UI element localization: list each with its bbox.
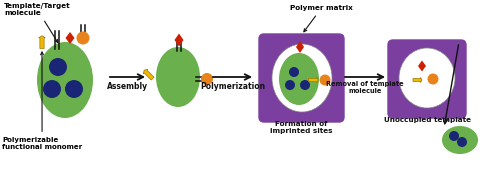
Circle shape xyxy=(76,31,90,45)
Circle shape xyxy=(43,80,61,98)
Circle shape xyxy=(457,137,467,147)
Text: Polymerization: Polymerization xyxy=(200,82,265,91)
Circle shape xyxy=(65,80,83,98)
Text: Polymer matrix: Polymer matrix xyxy=(290,5,353,32)
Circle shape xyxy=(285,80,295,90)
Ellipse shape xyxy=(279,53,319,105)
Text: Polymerizable
functional monomer: Polymerizable functional monomer xyxy=(2,52,82,150)
Ellipse shape xyxy=(156,47,200,107)
Polygon shape xyxy=(418,60,426,71)
Polygon shape xyxy=(174,33,184,46)
Polygon shape xyxy=(66,32,74,44)
Polygon shape xyxy=(413,78,422,82)
Polygon shape xyxy=(308,77,318,83)
Text: Formation of
imprinted sites: Formation of imprinted sites xyxy=(270,121,333,134)
Text: Unoccupied template: Unoccupied template xyxy=(384,117,470,123)
Circle shape xyxy=(449,131,459,141)
Circle shape xyxy=(289,67,299,77)
Ellipse shape xyxy=(442,126,478,154)
Polygon shape xyxy=(144,69,154,80)
FancyBboxPatch shape xyxy=(388,40,466,118)
Circle shape xyxy=(49,58,67,76)
Ellipse shape xyxy=(272,44,332,112)
Text: Assembly: Assembly xyxy=(107,82,148,91)
Circle shape xyxy=(201,73,213,85)
Ellipse shape xyxy=(37,42,93,118)
FancyBboxPatch shape xyxy=(259,34,344,122)
Circle shape xyxy=(428,73,438,85)
Text: Template/Target
molecule: Template/Target molecule xyxy=(4,3,70,43)
Polygon shape xyxy=(38,36,46,48)
Polygon shape xyxy=(296,41,304,53)
Circle shape xyxy=(300,80,310,90)
Text: Removal of template
molecule: Removal of template molecule xyxy=(326,81,404,94)
Ellipse shape xyxy=(399,48,455,108)
Circle shape xyxy=(320,75,330,85)
